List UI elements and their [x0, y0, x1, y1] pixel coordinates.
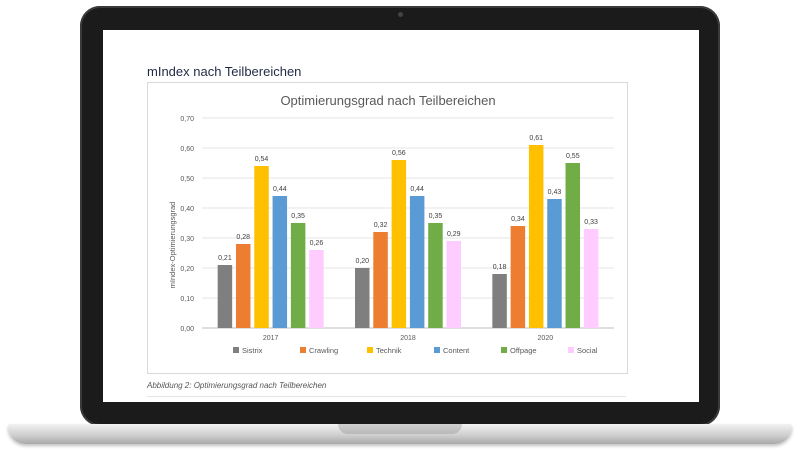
bar-offpage-2020	[565, 163, 581, 328]
data-label: 0,18	[493, 264, 507, 271]
legend-label-social: Social	[577, 346, 598, 355]
legend-swatch-offpage	[501, 347, 507, 353]
bar-offpage-2017	[290, 223, 306, 328]
figure-caption: Abbildung 2: Optimierungsgrad nach Teilb…	[147, 381, 327, 390]
data-label: 0,43	[548, 189, 562, 196]
data-label: 0,35	[291, 213, 305, 220]
legend-swatch-content	[434, 347, 440, 353]
bar-social-2018	[446, 241, 461, 328]
bar-crawling-2018	[373, 232, 388, 328]
bar-content-2018	[409, 196, 425, 328]
y-axis-label: mIndex-Optimierungsgrad	[168, 202, 177, 289]
bar-crawling-2020	[510, 226, 526, 328]
legend-swatch-social	[568, 347, 574, 353]
data-label: 0,56	[392, 150, 406, 157]
y-tick-label: 0,50	[180, 176, 194, 183]
y-tick-label: 0,20	[180, 266, 194, 273]
legend-label-offpage: Offpage	[510, 346, 537, 355]
bar-social-2017	[309, 250, 324, 328]
bar-content-2020	[547, 199, 562, 328]
bar-technik-2020	[528, 145, 544, 328]
chart-frame: Optimierungsgrad nach Teilbereichen mInd…	[147, 82, 628, 374]
data-label: 0,20	[355, 258, 369, 265]
camera-icon	[398, 12, 403, 17]
legend-label-crawling: Crawling	[309, 346, 338, 355]
data-label: 0,61	[529, 135, 543, 142]
legend-label-technik: Technik	[376, 346, 402, 355]
data-label: 0,26	[310, 240, 324, 247]
y-tick-label: 0,40	[180, 206, 194, 213]
data-label: 0,55	[566, 153, 580, 160]
legend-swatch-sistrix	[233, 347, 239, 353]
bar-technik-2017	[254, 166, 269, 328]
data-label: 0,35	[429, 213, 443, 220]
data-label: 0,21	[218, 255, 232, 262]
bar-content-2017	[272, 196, 288, 328]
bar-sistrix-2017	[217, 265, 233, 328]
y-tick-label: 0,70	[180, 116, 194, 123]
data-label: 0,44	[410, 186, 424, 193]
x-tick-label: 2018	[400, 335, 416, 342]
section-heading: mIndex nach Teilbereichen	[147, 64, 302, 79]
legend-label-content: Content	[443, 346, 470, 355]
bar-crawling-2017	[235, 244, 251, 328]
data-label: 0,32	[374, 222, 388, 229]
bar-chart: Optimierungsgrad nach Teilbereichen mInd…	[168, 93, 614, 355]
laptop-notch	[338, 424, 462, 434]
data-label: 0,54	[255, 156, 269, 163]
chart-title: Optimierungsgrad nach Teilbereichen	[280, 93, 495, 108]
bar-social-2020	[583, 229, 599, 328]
data-label: 0,34	[511, 216, 525, 223]
data-label: 0,44	[273, 186, 287, 193]
data-label: 0,28	[236, 234, 250, 241]
y-tick-label: 0,60	[180, 146, 194, 153]
legend-swatch-crawling	[300, 347, 306, 353]
legend-label-sistrix: Sistrix	[242, 346, 263, 355]
laptop-screen: mIndex nach Teilbereichen Optimierungsgr…	[103, 30, 699, 402]
data-label: 0,29	[447, 231, 461, 238]
laptop-base	[8, 424, 792, 444]
bar-sistrix-2018	[355, 268, 370, 328]
divider	[147, 396, 626, 397]
data-label: 0,33	[584, 219, 598, 226]
bar-sistrix-2020	[492, 274, 507, 328]
bar-offpage-2018	[428, 223, 443, 328]
y-tick-label: 0,10	[180, 296, 194, 303]
x-tick-label: 2017	[263, 335, 279, 342]
legend-swatch-technik	[367, 347, 373, 353]
bar-technik-2018	[391, 160, 407, 328]
y-tick-label: 0,00	[180, 326, 194, 333]
y-tick-label: 0,30	[180, 236, 194, 243]
x-tick-label: 2020	[538, 335, 554, 342]
